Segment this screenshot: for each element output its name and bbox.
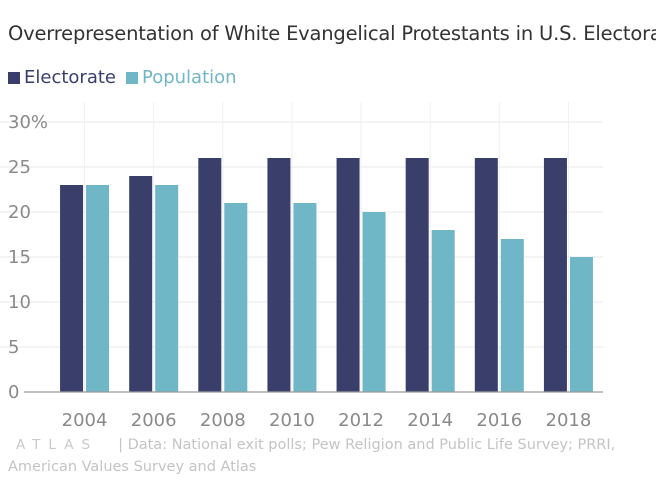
y-tick-label: 5 xyxy=(8,337,19,358)
bar-population-2010 xyxy=(293,203,317,392)
y-tick-label: 0 xyxy=(8,382,19,403)
legend-item-electorate: Electorate xyxy=(8,67,116,88)
bar-population-2012 xyxy=(362,212,386,392)
legend-label-population: Population xyxy=(141,67,237,88)
x-tick-label: 2008 xyxy=(200,410,246,431)
bar-electorate-2008 xyxy=(198,158,222,392)
y-tick-label: 15 xyxy=(8,247,31,268)
bar-electorate-2018 xyxy=(543,158,567,392)
bar-population-2004 xyxy=(86,185,110,392)
chart-legend: Electorate Population xyxy=(8,67,247,88)
bar-population-2018 xyxy=(569,257,593,392)
y-tick-label: 10 xyxy=(8,292,31,313)
bar-electorate-2014 xyxy=(405,158,429,392)
x-tick-label: 2018 xyxy=(546,410,592,431)
x-tick-label: 2004 xyxy=(62,410,108,431)
bar-population-2016 xyxy=(500,239,524,392)
x-tick-label: 2014 xyxy=(407,410,453,431)
bar-population-2008 xyxy=(224,203,248,392)
chart-title: Overrepresentation of White Evangelical … xyxy=(8,22,656,45)
x-tick-label: 2012 xyxy=(338,410,384,431)
bar-electorate-2012 xyxy=(336,158,360,392)
source-note: | Data: National exit polls; Pew Religio… xyxy=(8,437,616,475)
x-tick-label: 2016 xyxy=(476,410,522,431)
legend-swatch-population xyxy=(125,71,138,84)
y-tick-label: 20 xyxy=(8,202,31,223)
x-tick-label: 2010 xyxy=(269,410,315,431)
bar-population-2014 xyxy=(431,230,455,392)
bar-electorate-2006 xyxy=(129,176,153,392)
y-tick-label: 30% xyxy=(8,112,48,133)
legend-label-electorate: Electorate xyxy=(24,67,116,88)
bar-electorate-2010 xyxy=(267,158,291,392)
x-tick-label: 2006 xyxy=(131,410,177,431)
bar-electorate-2016 xyxy=(474,158,498,392)
bar-population-2006 xyxy=(155,185,179,392)
bar-electorate-2004 xyxy=(60,185,84,392)
atlas-logo: ATLAS xyxy=(16,437,99,453)
legend-item-population: Population xyxy=(125,67,237,88)
y-tick-label: 25 xyxy=(8,157,31,178)
chart-footer: ATLAS | Data: National exit polls; Pew Re… xyxy=(8,434,648,478)
legend-swatch-electorate xyxy=(8,71,20,84)
